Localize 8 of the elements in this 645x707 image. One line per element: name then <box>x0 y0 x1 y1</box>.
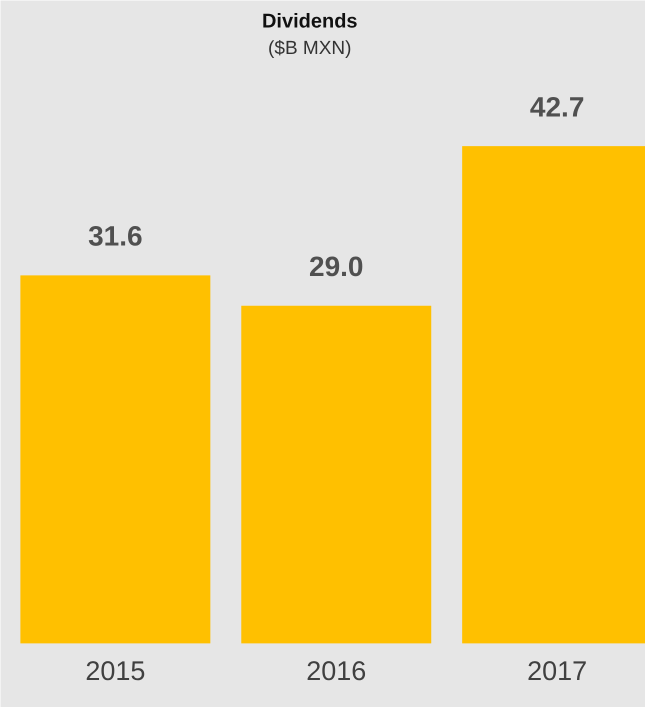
x-tick-label: 2016 <box>306 656 366 686</box>
data-label: 29.0 <box>309 250 364 282</box>
chart-subtitle: ($B MXN) <box>268 38 352 59</box>
chart-title: Dividends <box>262 10 358 32</box>
data-label: 42.7 <box>530 91 584 122</box>
x-tick-label: 2015 <box>85 656 146 686</box>
data-label: 31.6 <box>88 220 143 252</box>
x-tick-label: 2017 <box>527 656 588 686</box>
